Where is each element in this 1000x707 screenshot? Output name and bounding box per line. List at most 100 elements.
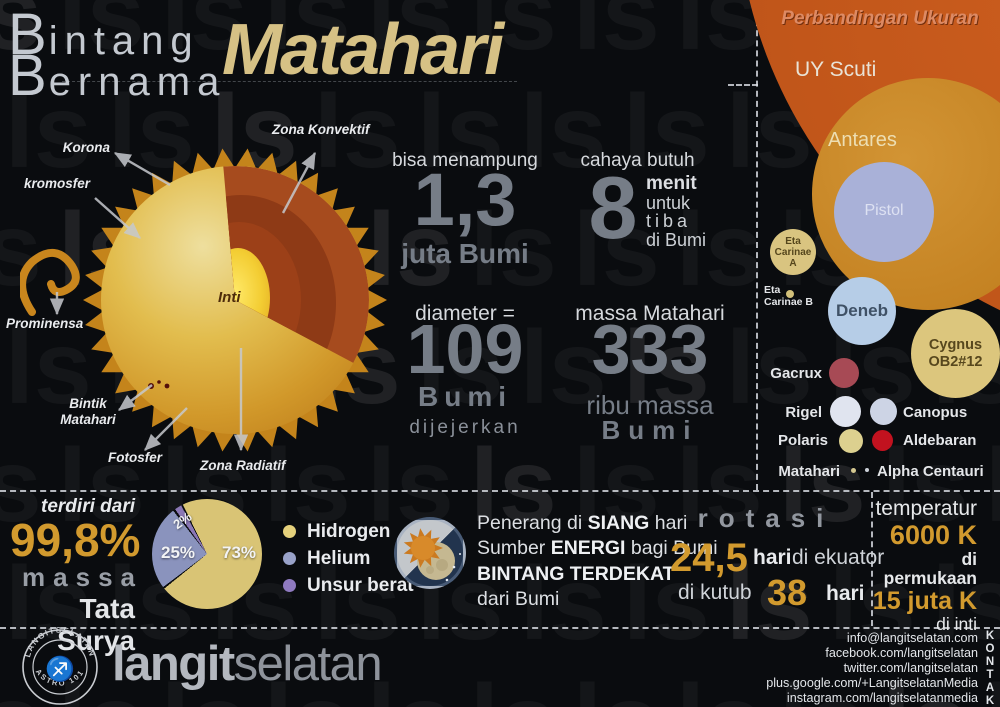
pie-label-helium: 25% <box>161 543 196 562</box>
star-circle-rigel <box>830 396 861 427</box>
contact-block: info@langitselatan.com facebook.com/lang… <box>690 631 978 706</box>
star-circle-pistol <box>834 162 934 262</box>
star-label-pistol: Pistol <box>864 202 904 219</box>
star-dot <box>445 578 449 582</box>
panel-title: Perbandingan Ukuran <box>781 8 979 29</box>
stat-volume-unit: juta Bumi <box>401 238 529 269</box>
fact-2-bold: ENERGI <box>550 537 626 560</box>
title-line2-initial: B <box>8 43 49 108</box>
divider-horizontal-top <box>0 490 1000 492</box>
svg-text:LANGITSELATAN: LANGITSELATAN <box>23 627 97 658</box>
arrow-korona <box>113 151 171 187</box>
stat-diameter-value: 109 <box>406 310 524 388</box>
stat-mass-value: 333 <box>591 310 709 388</box>
fact-line-2: Sumber ENERGI bagi Bumi <box>477 536 718 561</box>
stamp-outer-ring <box>22 629 98 705</box>
stat-light-unit-block: menit untuk tiba di Bumi <box>646 173 707 250</box>
label-kromosfer: kromosfer <box>23 176 90 191</box>
brand-light-part: selatan <box>233 637 383 691</box>
arrow-kromosfer <box>94 197 141 239</box>
star-circle-eta-carinae-a: Eta Carinae A <box>770 229 816 275</box>
star-dot <box>452 565 456 569</box>
legend-item-hidrogen: Hidrogen <box>283 518 414 545</box>
rotation-equator-location: di ekuator <box>792 546 885 569</box>
star-circle-canopus <box>870 398 897 425</box>
brand-wordmark: langitselatan <box>112 637 383 691</box>
stat-volume-caption: bisa menampung <box>392 150 538 171</box>
label-zona-konvektif: Zona Konvektif <box>272 122 370 137</box>
facts-block: Penerang di SIANG hari Sumber ENERGI bag… <box>477 511 718 612</box>
temperature-surface-location: di permukaan <box>883 548 977 588</box>
title-line1-initial: B <box>8 2 49 67</box>
stat-light-w3: tiba <box>646 211 692 231</box>
fact-4-pre: dari Bumi <box>477 587 560 610</box>
kontak-vertical-label: KONTAK <box>984 630 996 707</box>
fact-3-bold: BINTANG TERDEKAT <box>477 562 675 585</box>
day-night-icon <box>394 517 466 589</box>
fact-2-post: bagi Bumi <box>625 537 718 560</box>
fact-1-pre: Penerang di <box>477 512 588 534</box>
label-bintik-matahari: Bintik Matahari <box>60 396 116 427</box>
stat-light-caption: cahaya butuh <box>580 150 695 171</box>
prominence-shape <box>20 249 80 316</box>
arrow-zona-konvektif <box>281 151 317 214</box>
moon-spot <box>436 559 448 571</box>
sunspot <box>164 383 170 389</box>
legend-swatch-hidrogen <box>283 525 296 538</box>
page-title: Matahari <box>222 10 504 90</box>
label-inti: Inti <box>218 289 241 306</box>
langitselatan-stamp-logo: LANGITSELATAN ASTRO 101 ♐ <box>22 627 98 705</box>
stat-volume-value: 1,3 <box>413 158 517 241</box>
composition-word1: massa <box>22 562 143 592</box>
fact-1-post: hari <box>649 512 688 534</box>
fact-1-bold: SIANG <box>587 512 650 534</box>
stat-light-w1: menit <box>646 173 697 194</box>
divider-horizontal-bottom <box>0 627 1000 629</box>
temperature-title: temperatur <box>875 497 977 520</box>
contact-googleplus: plus.google.com/+LangitselatanMedia <box>766 675 978 690</box>
fact-line-3: BINTANG TERDEKAT <box>477 562 718 587</box>
star-circle-gacrux <box>829 358 859 388</box>
rotation-equator-value: 24,5 <box>670 536 748 580</box>
legend-swatch-helium <box>283 552 296 565</box>
composition-pie-chart: 73% 25% 2% <box>152 499 262 609</box>
legend-label-hidrogen: Hidrogen <box>307 520 391 542</box>
label-arrows <box>49 151 317 452</box>
sun-moon-graphic <box>403 528 461 582</box>
label-korona: Korona <box>62 140 110 155</box>
label-zona-radiatif: Zona Radiatif <box>200 458 286 473</box>
sun-cutaway-illustration <box>20 148 387 452</box>
star-label-uy-scuti: UY Scuti <box>795 58 877 81</box>
stat-diameter-caption: diameter = <box>415 302 515 325</box>
temperature-core-value: 15 juta K <box>872 586 977 615</box>
sun-disc <box>411 536 435 560</box>
contact-email: info@langitselatan.com <box>846 631 978 645</box>
title-line1-rest: intang <box>48 19 200 63</box>
star-label-aldebaran: Aldebaran <box>903 432 977 449</box>
stat-light-value: 8 <box>588 158 638 257</box>
star-label-rigel: Rigel <box>785 404 822 421</box>
moon-spot <box>426 566 434 574</box>
contact-facebook: facebook.com/langitselatan <box>825 645 978 660</box>
divider-vertical-panel <box>756 0 758 490</box>
stat-light-w4: di Bumi <box>646 229 707 250</box>
composition-word2: Tata Surya <box>57 593 135 656</box>
fact-2-pre: Sumber <box>477 537 551 560</box>
star-circle-alpha-centauri <box>865 468 869 472</box>
arrow-bintik <box>118 384 153 411</box>
stat-mass-unit2: Bumi <box>601 415 699 445</box>
contact-twitter: twitter.com/langitselatan <box>843 660 978 675</box>
stat-diameter-unit: Bumi <box>418 381 512 412</box>
star-label-eta-carinae-b: Eta Carinae B <box>764 284 814 308</box>
temperature-core-location: di inti <box>936 613 977 634</box>
composition-block: terdiri dari 99,8% massa Tata Surya <box>10 496 140 657</box>
legend-label-helium: Helium <box>307 547 371 569</box>
stat-mass-caption: massa Matahari <box>575 302 725 325</box>
contact-instagram: instagram.com/langitselatanmedia <box>786 690 978 705</box>
star-label-deneb: Deneb <box>836 301 888 320</box>
rotation-pole-value: 38 <box>767 572 808 613</box>
stamp-top-text: LANGITSELATAN <box>23 627 95 658</box>
